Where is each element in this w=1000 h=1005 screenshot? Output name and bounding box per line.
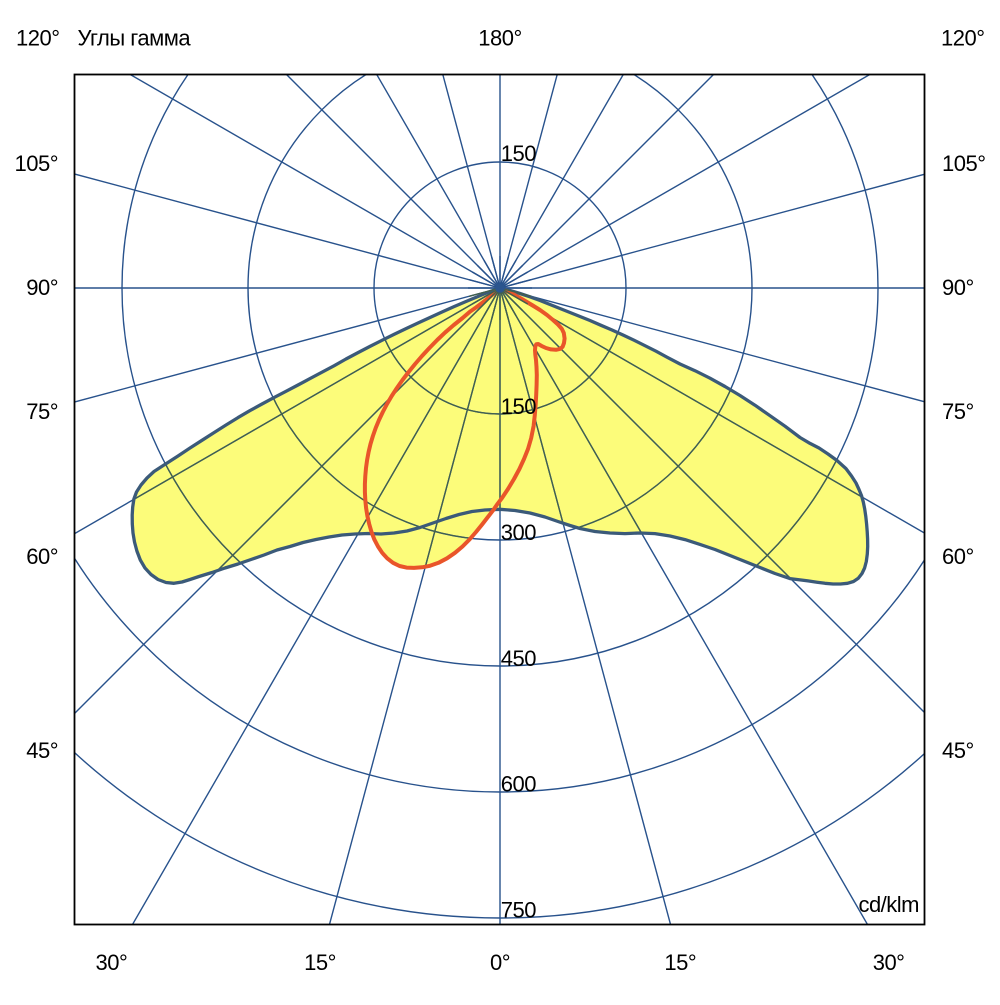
svg-text:30°: 30° [873,950,905,975]
svg-text:60°: 60° [942,544,974,569]
svg-text:180°: 180° [478,26,522,51]
svg-text:90°: 90° [942,275,974,300]
svg-text:150: 150 [501,141,536,166]
svg-text:45°: 45° [942,738,974,763]
svg-text:30°: 30° [96,950,128,975]
svg-text:cd/klm: cd/klm [858,892,919,917]
svg-text:450: 450 [501,646,536,671]
svg-text:15°: 15° [664,950,696,975]
svg-text:90°: 90° [26,275,58,300]
svg-text:Углы гамма: Углы гамма [78,26,192,51]
svg-text:15°: 15° [304,950,336,975]
svg-text:300: 300 [501,520,536,545]
svg-text:120°: 120° [941,26,985,51]
svg-text:0°: 0° [490,950,510,975]
svg-text:105°: 105° [942,151,986,176]
svg-text:45°: 45° [26,738,58,763]
svg-text:120°: 120° [16,26,60,51]
svg-text:105°: 105° [14,151,58,176]
svg-text:150: 150 [501,394,536,419]
svg-text:75°: 75° [26,399,58,424]
svg-text:75°: 75° [942,399,974,424]
svg-text:60°: 60° [26,544,58,569]
svg-text:600: 600 [501,772,536,797]
svg-text:750: 750 [501,898,536,923]
